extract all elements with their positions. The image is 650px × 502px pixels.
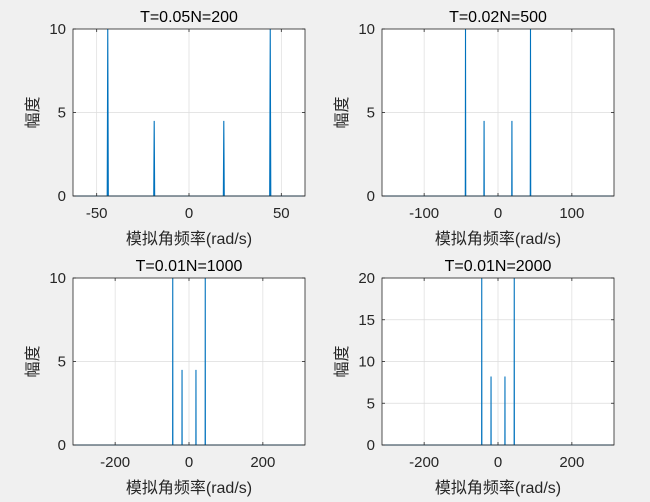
x-tick-label: -100 [409,205,439,222]
y-tick-label: 0 [58,437,66,454]
y-tick-label: 10 [49,270,66,287]
y-tick-label: 10 [358,354,375,371]
subplot-2: -100 0 100 0 5 10 T=0.02N=500 模拟角频率(rad/s) 幅度 [333,9,615,248]
y-tick-label: 5 [58,105,66,122]
chart-title: T=0.05N=200 [140,9,238,26]
chart-title: T=0.01N=1000 [136,258,243,275]
y-tick-label: 0 [367,437,375,454]
x-tick-label: -50 [86,205,108,222]
y-tick-label: 0 [367,188,375,205]
x-axis-label: 模拟角频率(rad/s) [435,479,561,497]
x-tick-label: 0 [185,454,193,471]
y-tick-label: 10 [358,21,375,38]
x-tick-label: 200 [250,454,275,471]
chart-title: T=0.02N=500 [449,9,547,26]
y-tick-label: 10 [49,21,66,38]
subplot-3: -200 0 200 0 5 10 T=0.01N=1000 模拟角频率(rad/s) 幅度 [24,258,306,497]
y-tick-label: 5 [367,105,375,122]
y-tick-label: 20 [358,270,375,287]
y-tick-label: 5 [367,395,375,412]
x-tick-label: 0 [494,205,502,222]
x-axis-label: 模拟角频率(rad/s) [126,479,252,497]
y-tick-label: 0 [58,188,66,205]
x-axis-label: 模拟角频率(rad/s) [435,230,561,248]
y-tick-label: 5 [58,354,66,371]
x-axis-label: 模拟角频率(rad/s) [126,230,252,248]
y-axis-label: 幅度 [333,96,351,128]
y-axis-label: 幅度 [24,345,42,377]
y-axis-label: 幅度 [333,345,351,377]
x-tick-label: 200 [559,454,584,471]
y-axis-label: 幅度 [24,96,42,128]
x-tick-label: -200 [100,454,130,471]
x-tick-label: 50 [273,205,290,222]
x-tick-label: 0 [494,454,502,471]
y-tick-label: 15 [358,312,375,329]
x-tick-label: 0 [185,205,193,222]
subplot-4: -200 0 200 0 5 10 15 20 T=0.01N=2000 模拟角频率(rad/s)… [333,258,615,497]
subplot-1: -50 0 50 0 5 10 T=0.05N=200 模拟角频率(rad/s) 幅度 [24,9,306,248]
chart-title: T=0.01N=2000 [445,258,552,275]
x-tick-label: -200 [409,454,439,471]
x-tick-label: 100 [559,205,584,222]
